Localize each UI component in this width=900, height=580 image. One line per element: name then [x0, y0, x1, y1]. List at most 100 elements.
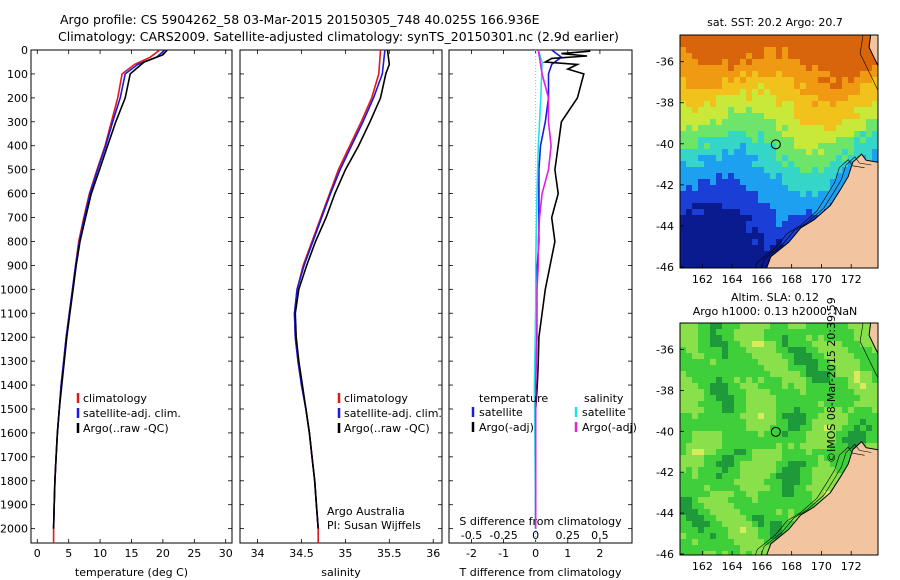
- sla-map-cell: [728, 329, 735, 336]
- sst-map-cell: [764, 197, 771, 204]
- sla-map-cell: [824, 347, 831, 354]
- sst-map-cell: [746, 101, 753, 108]
- sst-map-cell: [704, 245, 711, 252]
- sst-map-cell: [734, 203, 741, 210]
- sla-map-cell: [680, 503, 687, 510]
- sst-map-cell: [836, 185, 843, 192]
- sla-map-cell: [836, 335, 843, 342]
- sst-map-cell: [866, 149, 873, 156]
- sst-map-cell: [824, 203, 831, 210]
- sla-map-cell: [752, 419, 759, 426]
- depth-tick-label: 200: [7, 92, 28, 105]
- sla-map-cell: [680, 329, 687, 336]
- sla-map-cell: [842, 425, 849, 432]
- sla-map-bathymetry-contour: [754, 446, 865, 555]
- sst-map-cell: [836, 179, 843, 186]
- sla-map-cell: [710, 359, 717, 366]
- sst-map-cell: [872, 155, 878, 162]
- sla-map-cell: [776, 497, 783, 504]
- sla-map-cell: [800, 353, 807, 360]
- sla-map-cell: [746, 437, 753, 444]
- sla-map-cell: [860, 425, 867, 432]
- sla-map-cell: [728, 533, 735, 540]
- sla-map-cell: [800, 347, 807, 354]
- sst-map-cell: [716, 65, 723, 72]
- sla-map-cell: [758, 347, 765, 354]
- sla-map-cell: [734, 347, 741, 354]
- sla-map-cell: [686, 425, 693, 432]
- sst-map-cell: [752, 251, 759, 258]
- sla-map-cell: [698, 407, 705, 414]
- sla-map-cell: [818, 335, 825, 342]
- sst-map-cell: [722, 179, 729, 186]
- sla-map-cell: [734, 503, 741, 510]
- sla-map-cell: [692, 413, 699, 420]
- sst-map-cell: [794, 221, 801, 228]
- sst-map-cell: [698, 245, 705, 252]
- sla-map-cell: [836, 341, 843, 348]
- sst-map-cell: [728, 149, 735, 156]
- sst-map-cell: [686, 227, 693, 234]
- sst-map-cell: [782, 209, 789, 216]
- sla-map-cell: [860, 395, 867, 402]
- sla-map-cell: [704, 329, 711, 336]
- sst-map-cell: [740, 35, 747, 42]
- sst-map-cell: [800, 191, 807, 198]
- sst-map-cell: [686, 47, 693, 54]
- sla-map-cell: [680, 323, 687, 330]
- sla-map-cell: [752, 473, 759, 480]
- sst-map-cell: [716, 95, 723, 102]
- sla-map-cell: [716, 497, 723, 504]
- sst-map-cell: [860, 59, 867, 66]
- sla-map-cell: [710, 431, 717, 438]
- sla-map-cell: [746, 491, 753, 498]
- sla-map-cell: [824, 407, 831, 414]
- sst-map-cell: [824, 53, 831, 60]
- sla-map-cell: [788, 401, 795, 408]
- sla-map-cell: [776, 365, 783, 372]
- sst-map-cell: [704, 251, 711, 258]
- sla-map-cell: [686, 539, 693, 546]
- sst-map-lat-tick-label: -42: [656, 179, 674, 192]
- sst-map-cell: [716, 47, 723, 54]
- sla-map-cell: [758, 365, 765, 372]
- sla-map-cell: [686, 335, 693, 342]
- sst-map-cell: [698, 41, 705, 48]
- sst-map-cell: [692, 65, 699, 72]
- depth-tick-label: 1700: [0, 451, 28, 464]
- sst-map-cell: [776, 149, 783, 156]
- sst-map-cell: [794, 149, 801, 156]
- sla-map-cell: [782, 353, 789, 360]
- sla-map-cell: [728, 425, 735, 432]
- sst-map-cell: [794, 143, 801, 150]
- sst-map-cell: [812, 125, 819, 132]
- sst-map-cell: [734, 221, 741, 228]
- sla-map-cell: [692, 515, 699, 522]
- sla-map-cell: [776, 419, 783, 426]
- sst-map-cell: [734, 53, 741, 60]
- sla-map-cell: [722, 533, 729, 540]
- sst-map-cell: [746, 179, 753, 186]
- sla-map-cell: [764, 533, 771, 540]
- sst-map-cell: [842, 167, 849, 174]
- sst-map-cell: [722, 59, 729, 66]
- sla-map-cell: [710, 455, 717, 462]
- sla-map-cell: [836, 419, 843, 426]
- sla-map-cell: [818, 389, 825, 396]
- sla-map-cell: [782, 335, 789, 342]
- sst-map-cell: [824, 95, 831, 102]
- sla-map-cell: [680, 551, 687, 555]
- sst-map-cell: [752, 167, 759, 174]
- sla-map-cell: [824, 485, 831, 492]
- sla-map-cell: [764, 461, 771, 468]
- sla-map-cell: [806, 413, 813, 420]
- sst-map-cell: [818, 167, 825, 174]
- sst-map-cell: [722, 119, 729, 126]
- sst-map-cell: [776, 71, 783, 78]
- sla-map-cell: [800, 401, 807, 408]
- temperature-legend-label: Argo(..raw -QC): [83, 422, 169, 435]
- sla-map-cell: [860, 437, 867, 444]
- sst-map-cell: [686, 53, 693, 60]
- sla-map-cell: [728, 479, 735, 486]
